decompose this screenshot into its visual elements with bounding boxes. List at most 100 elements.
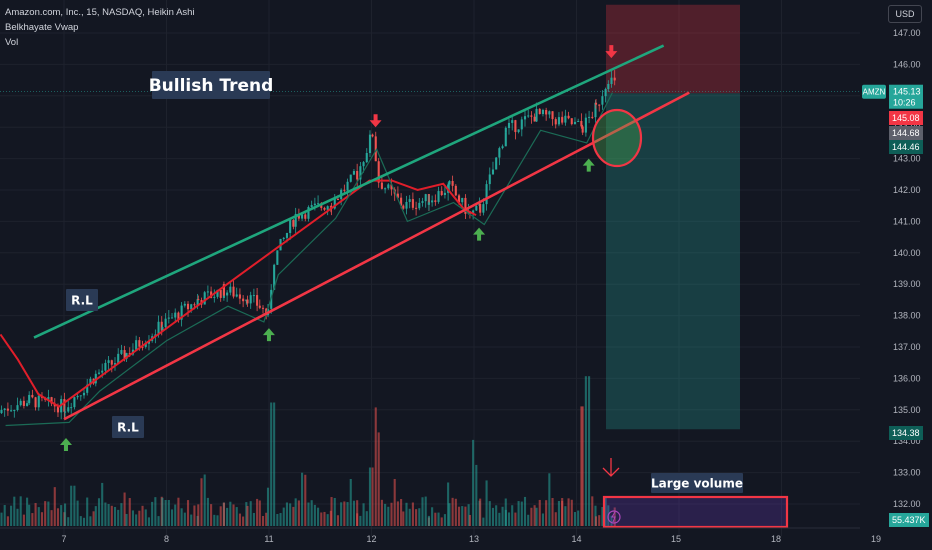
candle-body [377,161,380,183]
candle-body [190,304,193,310]
price-label-value: 144.68 [892,128,920,138]
candle-body [0,409,3,414]
candle-body [76,395,79,398]
arrow-up-icon [60,438,72,452]
volume-bar [451,497,454,526]
candle-body [167,317,170,319]
volume-bar [313,504,316,526]
volume-bar [107,504,110,526]
volume-bar [520,501,523,526]
candle-body [467,211,470,214]
candle-body [307,206,310,219]
volume-bar [472,439,475,526]
price-tick-label: 142.00 [893,185,921,195]
candle-body [113,363,117,365]
indicator-label[interactable]: Belkhayate Vwap [5,22,79,33]
volume-bar [580,406,583,526]
volume-bar [200,478,203,526]
candle-body [292,220,295,227]
price-tick-label: 136.00 [893,373,921,383]
volume-bar [131,510,134,526]
candle-body [548,111,551,115]
volume-bar [340,502,343,526]
candle-body [408,199,411,202]
candle-body [289,220,292,234]
volume-bar [479,498,482,526]
candle-body [138,340,141,347]
volume-bar [73,485,76,526]
candle-body [157,321,160,335]
candle-body [495,157,498,170]
candle-body [238,294,241,299]
volume-indicator-label[interactable]: Vol [5,37,19,48]
volume-bar [551,497,554,526]
last-price-time: 10:26 [893,98,916,108]
volume-bar [498,512,501,526]
volume-bar [279,513,282,526]
candle-body [232,286,235,297]
volume-bar [594,516,598,526]
candle-body [123,350,126,359]
candle-body [346,181,349,191]
volume-bar [261,515,265,526]
currency-button[interactable]: USD [888,5,922,23]
volume-bar [47,501,50,526]
volume-bar [97,498,101,526]
take-profit-zone [606,93,740,430]
volume-bar [359,515,362,526]
candle-body [604,89,607,97]
volume-bar [421,497,424,526]
candle-body [475,205,478,211]
candle-body [19,400,22,406]
volume-bar [44,501,47,526]
volume-bar [28,504,31,526]
candle-body [573,121,577,125]
candle-body [16,405,19,411]
candle-body [31,394,34,398]
volume-bar [113,506,117,526]
volume-bar [120,503,123,526]
candle-body [488,174,491,185]
candle-body [418,202,421,209]
time-tick-label: 11 [264,534,273,544]
candle-body [177,312,180,320]
candle-body [405,201,408,209]
volume-bar [491,507,495,526]
candle-body [535,108,538,122]
price-tick-label: 137.00 [893,342,921,352]
volume-bar [53,487,56,526]
lightning-icon [607,510,621,524]
volume-bar [307,502,310,526]
large-volume-label-bg [651,473,743,493]
candle-body [517,129,520,133]
price-label-value: 145.08 [892,113,920,123]
symbol-tag-text: AMZN [863,88,886,97]
price-label [889,140,923,154]
volume-bar [174,504,177,526]
volume-bar [380,499,383,526]
volume-bar [110,505,113,526]
candle-body [265,308,268,316]
price-label-value: 134.38 [892,428,920,438]
candle-body [551,111,554,120]
time-tick-label: 15 [671,534,681,544]
candle-body [504,127,507,133]
candle-body [256,295,259,306]
volume-bar [495,505,498,526]
volume-bar [554,512,557,526]
volume-bar [270,402,273,526]
volume-bar [604,497,607,526]
candle-body [22,400,25,406]
candle-body [343,189,346,191]
volume-bar [19,496,22,526]
price-tick-label: 141.00 [893,216,921,226]
candle-body [545,109,548,115]
volume-bar [346,502,349,526]
candle-body [3,408,6,410]
candle-body [67,407,70,412]
candle-body [427,202,430,205]
chart-title: Amazon.com, Inc., 15, NASDAQ, Heikin Ash… [5,7,195,18]
volume-bar [26,497,29,526]
